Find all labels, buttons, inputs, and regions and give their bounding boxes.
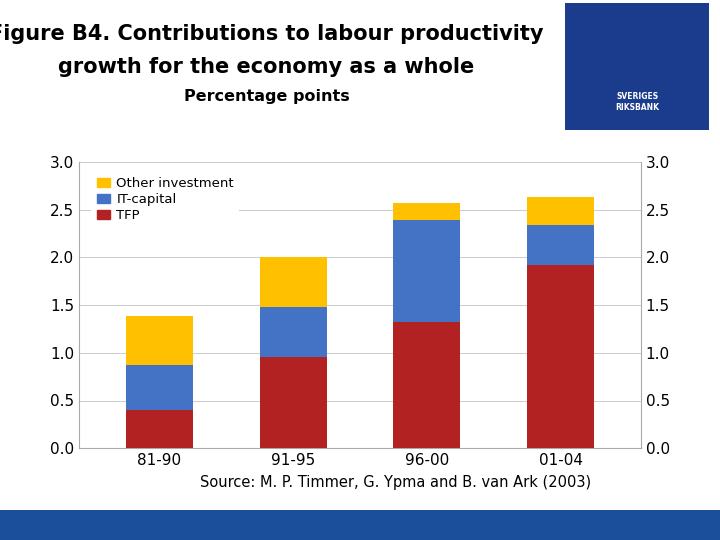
- Text: Figure B4. Contributions to labour productivity: Figure B4. Contributions to labour produ…: [0, 24, 544, 44]
- Text: SVERIGES
RIKSBANK: SVERIGES RIKSBANK: [615, 92, 660, 112]
- Text: Percentage points: Percentage points: [184, 89, 349, 104]
- Bar: [260, 356, 327, 448]
- Bar: [126, 315, 193, 365]
- Bar: [393, 220, 460, 322]
- Bar: [126, 410, 193, 448]
- Text: growth for the economy as a whole: growth for the economy as a whole: [58, 57, 474, 77]
- Bar: [260, 307, 327, 356]
- Bar: [393, 322, 460, 448]
- Bar: [260, 258, 327, 307]
- Bar: [527, 225, 594, 265]
- Bar: [393, 203, 460, 220]
- Bar: [527, 197, 594, 225]
- Legend: Other investment, IT-capital, TFP: Other investment, IT-capital, TFP: [91, 172, 239, 228]
- Text: Source: M. P. Timmer, G. Ypma and B. van Ark (2003): Source: M. P. Timmer, G. Ypma and B. van…: [200, 475, 592, 490]
- Bar: [527, 265, 594, 448]
- Bar: [126, 365, 193, 410]
